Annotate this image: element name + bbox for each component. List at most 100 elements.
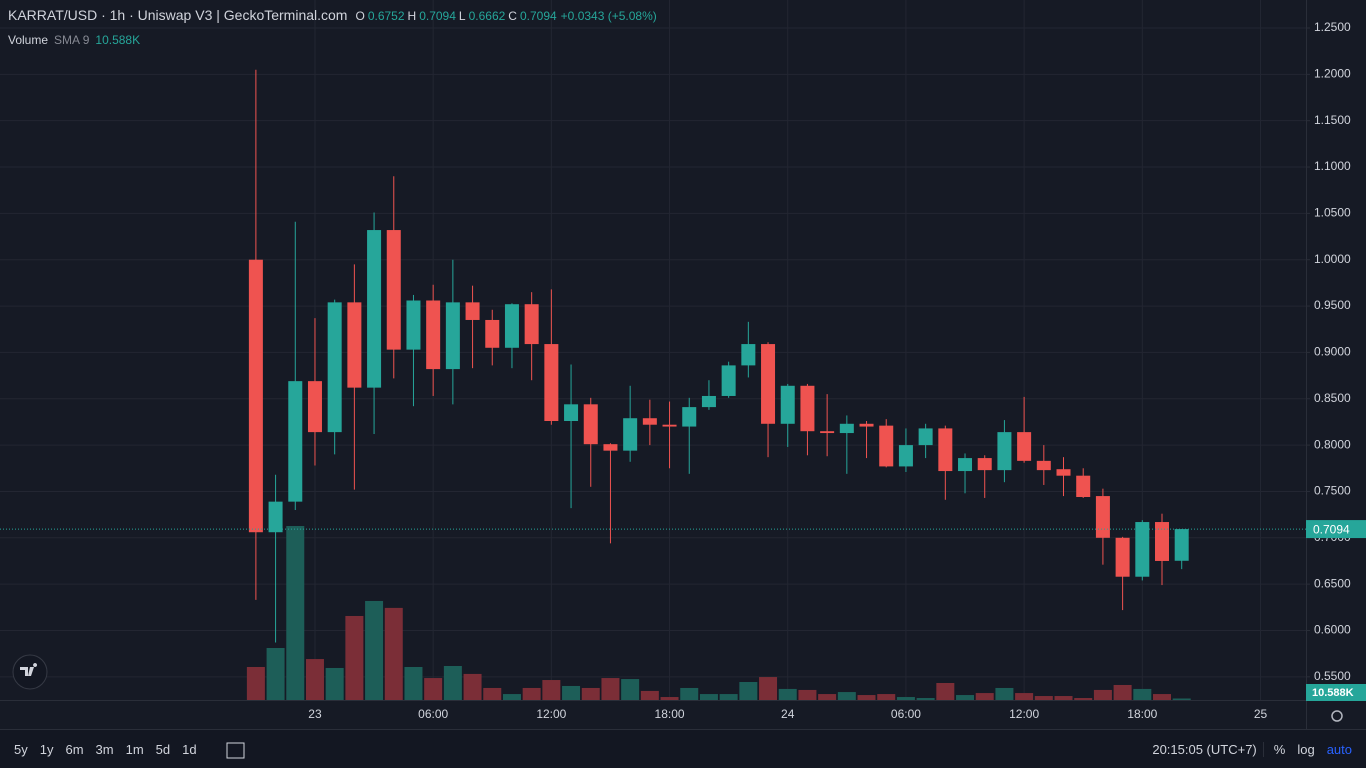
legend-header: KARRAT/USD · 1h · Uniswap V3 | GeckoTerm… <box>8 7 657 23</box>
volume-label-box <box>1306 684 1366 701</box>
candle-body <box>879 425 894 467</box>
candle-body <box>780 385 795 424</box>
candle-body <box>544 344 559 422</box>
volume-bar <box>759 677 778 700</box>
volume-bar <box>404 666 423 700</box>
gear[interactable] <box>1331 710 1343 722</box>
logo-mark[interactable] <box>20 663 38 676</box>
range-button[interactable]: 5y <box>14 742 28 757</box>
y-tick-label: 1.2500 <box>1314 20 1351 34</box>
volume-bar <box>246 666 265 700</box>
candle-body <box>564 404 579 422</box>
range-button[interactable]: 3m <box>95 742 114 757</box>
range-buttons: 5y 1y 6m 3m 1m 5d 1d <box>0 742 203 757</box>
candle-body <box>386 230 401 350</box>
candle-body <box>504 304 519 348</box>
candle-body <box>997 432 1012 471</box>
y-tick-label: 0.6000 <box>1314 623 1351 637</box>
volume-bar <box>896 697 915 700</box>
y-tick-label: 0.6500 <box>1314 576 1351 590</box>
candle-body <box>465 302 480 320</box>
last-price-label: 0.7094 <box>1313 522 1350 536</box>
x-tick-label: 25 <box>1254 707 1268 721</box>
volume-label: 10.588K <box>1312 687 1354 699</box>
y-tick-label: 0.7500 <box>1314 484 1351 498</box>
candle-body <box>662 424 677 427</box>
x-tick-label: 06:00 <box>418 707 448 721</box>
volume-bar <box>1113 684 1132 700</box>
candle-body <box>1115 537 1130 577</box>
range-button[interactable]: 1y <box>39 742 54 757</box>
volume-bar <box>680 687 699 700</box>
x-tick-label: 24 <box>781 707 795 721</box>
candle-body <box>623 418 638 451</box>
sma-name: SMA 9 <box>54 33 90 47</box>
ohlc-value: 0.6662 <box>468 9 506 23</box>
candle-body <box>898 445 913 467</box>
ohlc-key: C <box>508 9 517 23</box>
candle-body <box>1036 460 1051 471</box>
date-range-icon[interactable] <box>224 738 248 762</box>
toolbar-right: 20:15:05 (UTC+7) % log auto <box>1146 730 1358 768</box>
ohlc-value: 0.7094 <box>519 9 557 23</box>
scale-option[interactable]: % <box>1273 742 1286 757</box>
candle-body <box>367 230 382 388</box>
volume-bar <box>1133 688 1152 700</box>
range-button[interactable]: 6m <box>65 742 84 757</box>
volume-name: Volume <box>8 33 49 47</box>
chart: 0.55000.60000.65000.70000.75000.80000.85… <box>0 0 1366 729</box>
volume-bar <box>778 688 797 700</box>
tv-logo[interactable] <box>12 654 48 690</box>
symbol-title: KARRAT/USD · 1h · Uniswap V3 | GeckoTerm… <box>8 7 348 23</box>
volume-bar <box>365 600 384 700</box>
range-button[interactable]: 5d <box>155 742 171 757</box>
candle-body <box>721 365 736 396</box>
candle-body <box>445 302 460 370</box>
candle-body <box>1056 469 1071 476</box>
candle-body <box>800 385 815 432</box>
volume-bar <box>345 615 364 700</box>
change: +0.0343 (+5.08%) <box>560 9 657 23</box>
candle-body <box>1076 475 1091 498</box>
volume-bar <box>424 678 443 700</box>
volume-bar <box>1172 698 1191 700</box>
candle-body <box>682 407 697 427</box>
volume-bar <box>463 673 482 700</box>
volume-bar <box>1015 693 1034 700</box>
candle-body <box>1095 496 1110 538</box>
candle-body <box>347 302 362 388</box>
candle-body <box>1174 529 1189 561</box>
volume-bar <box>1054 696 1073 700</box>
range-button[interactable]: 1d <box>182 742 197 757</box>
settings-icon[interactable] <box>1331 710 1343 722</box>
volume-bar <box>995 687 1014 700</box>
y-tick-label: 1.1000 <box>1314 159 1351 173</box>
volume-bar <box>719 694 738 700</box>
ohlc: O 0.6752 H 0.7094 L 0.6662 C 0.7094 <box>355 9 556 23</box>
clock[interactable]: 20:15:05 (UTC+7) <box>1146 742 1264 757</box>
scale-option[interactable]: auto <box>1326 742 1352 757</box>
volume-bar <box>818 694 837 700</box>
volume-bar <box>286 526 305 700</box>
background <box>0 0 1366 729</box>
y-tick-label: 0.8000 <box>1314 437 1351 451</box>
ohlc-value: 0.6752 <box>367 9 405 23</box>
volume-bar <box>975 693 994 700</box>
candle-body <box>1155 522 1170 561</box>
scale-option[interactable]: log <box>1297 742 1315 757</box>
volume-bar <box>1034 696 1053 700</box>
volume-bar <box>305 659 324 700</box>
y-tick-label: 1.0000 <box>1314 252 1351 266</box>
range-button[interactable]: 1m <box>125 742 144 757</box>
volume-bar <box>502 694 521 700</box>
candle-body <box>958 458 973 472</box>
y-tick-label: 1.0500 <box>1314 206 1351 220</box>
candle-body <box>583 404 598 445</box>
calendar[interactable] <box>226 742 245 759</box>
candle-body <box>1017 432 1032 461</box>
candle-body <box>761 344 776 424</box>
volume-bar <box>581 687 600 700</box>
candle-body <box>859 423 874 427</box>
volume-bar <box>325 667 344 700</box>
